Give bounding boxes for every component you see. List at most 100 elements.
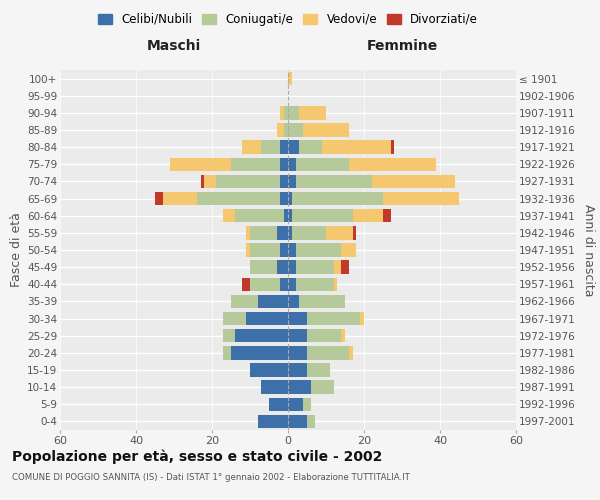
- Bar: [288, 346, 307, 360]
- Bar: [262, 140, 280, 154]
- Bar: [284, 209, 288, 222]
- Text: Popolazione per età, sesso e stato civile - 2002: Popolazione per età, sesso e stato civil…: [12, 450, 382, 464]
- Bar: [349, 158, 436, 171]
- Bar: [371, 174, 455, 188]
- Bar: [288, 414, 307, 428]
- Legend: Celibi/Nubili, Coniugati/e, Vedovi/e, Divorziati/e: Celibi/Nubili, Coniugati/e, Vedovi/e, Di…: [98, 13, 478, 26]
- Bar: [223, 312, 246, 326]
- Bar: [262, 380, 288, 394]
- Bar: [353, 209, 383, 222]
- Y-axis label: Fasce di età: Fasce di età: [10, 212, 23, 288]
- Bar: [235, 209, 284, 222]
- Bar: [307, 346, 349, 360]
- Bar: [250, 244, 280, 256]
- Bar: [288, 140, 299, 154]
- Bar: [288, 398, 303, 411]
- Bar: [200, 174, 205, 188]
- Bar: [280, 244, 288, 256]
- Bar: [311, 380, 334, 394]
- Bar: [288, 192, 292, 205]
- Bar: [334, 278, 337, 291]
- Bar: [296, 244, 341, 256]
- Bar: [216, 174, 280, 188]
- Bar: [288, 124, 303, 136]
- Bar: [235, 329, 288, 342]
- Bar: [197, 192, 280, 205]
- Bar: [292, 209, 353, 222]
- Bar: [280, 174, 288, 188]
- Bar: [341, 260, 349, 274]
- Bar: [288, 278, 296, 291]
- Bar: [205, 174, 216, 188]
- Bar: [242, 140, 262, 154]
- Bar: [155, 192, 163, 205]
- Bar: [353, 226, 356, 239]
- Bar: [231, 294, 257, 308]
- Y-axis label: Anni di nascita: Anni di nascita: [582, 204, 595, 296]
- Bar: [277, 226, 288, 239]
- Bar: [288, 329, 307, 342]
- Bar: [288, 72, 292, 86]
- Bar: [288, 364, 307, 376]
- Bar: [288, 209, 292, 222]
- Bar: [299, 140, 322, 154]
- Bar: [307, 312, 360, 326]
- Bar: [280, 192, 288, 205]
- Bar: [349, 346, 353, 360]
- Bar: [299, 294, 345, 308]
- Bar: [223, 346, 231, 360]
- Bar: [250, 226, 277, 239]
- Bar: [288, 312, 307, 326]
- Bar: [296, 174, 371, 188]
- Bar: [284, 124, 288, 136]
- Bar: [326, 226, 353, 239]
- Text: Maschi: Maschi: [147, 38, 201, 52]
- Bar: [288, 244, 296, 256]
- Bar: [292, 192, 383, 205]
- Bar: [269, 398, 288, 411]
- Bar: [163, 192, 197, 205]
- Bar: [223, 329, 235, 342]
- Bar: [383, 192, 459, 205]
- Text: Femmine: Femmine: [367, 38, 437, 52]
- Bar: [231, 158, 280, 171]
- Text: COMUNE DI POGGIO SANNITA (IS) - Dati ISTAT 1° gennaio 2002 - Elaborazione TUTTIT: COMUNE DI POGGIO SANNITA (IS) - Dati IST…: [12, 472, 410, 482]
- Bar: [288, 174, 296, 188]
- Bar: [303, 398, 311, 411]
- Bar: [250, 260, 277, 274]
- Bar: [391, 140, 394, 154]
- Bar: [383, 209, 391, 222]
- Bar: [322, 140, 391, 154]
- Bar: [170, 158, 231, 171]
- Bar: [277, 260, 288, 274]
- Bar: [257, 414, 288, 428]
- Bar: [288, 294, 299, 308]
- Bar: [246, 312, 288, 326]
- Bar: [296, 260, 334, 274]
- Bar: [296, 158, 349, 171]
- Bar: [307, 329, 341, 342]
- Bar: [231, 346, 288, 360]
- Bar: [280, 140, 288, 154]
- Bar: [341, 244, 356, 256]
- Bar: [246, 226, 250, 239]
- Bar: [296, 278, 334, 291]
- Bar: [250, 364, 288, 376]
- Bar: [223, 209, 235, 222]
- Bar: [257, 294, 288, 308]
- Bar: [288, 260, 296, 274]
- Bar: [250, 278, 280, 291]
- Bar: [334, 260, 341, 274]
- Bar: [288, 226, 292, 239]
- Bar: [242, 278, 250, 291]
- Bar: [307, 414, 314, 428]
- Bar: [246, 244, 250, 256]
- Bar: [280, 106, 284, 120]
- Bar: [341, 329, 345, 342]
- Bar: [284, 106, 288, 120]
- Bar: [277, 124, 284, 136]
- Bar: [280, 278, 288, 291]
- Bar: [280, 158, 288, 171]
- Bar: [307, 364, 330, 376]
- Bar: [288, 380, 311, 394]
